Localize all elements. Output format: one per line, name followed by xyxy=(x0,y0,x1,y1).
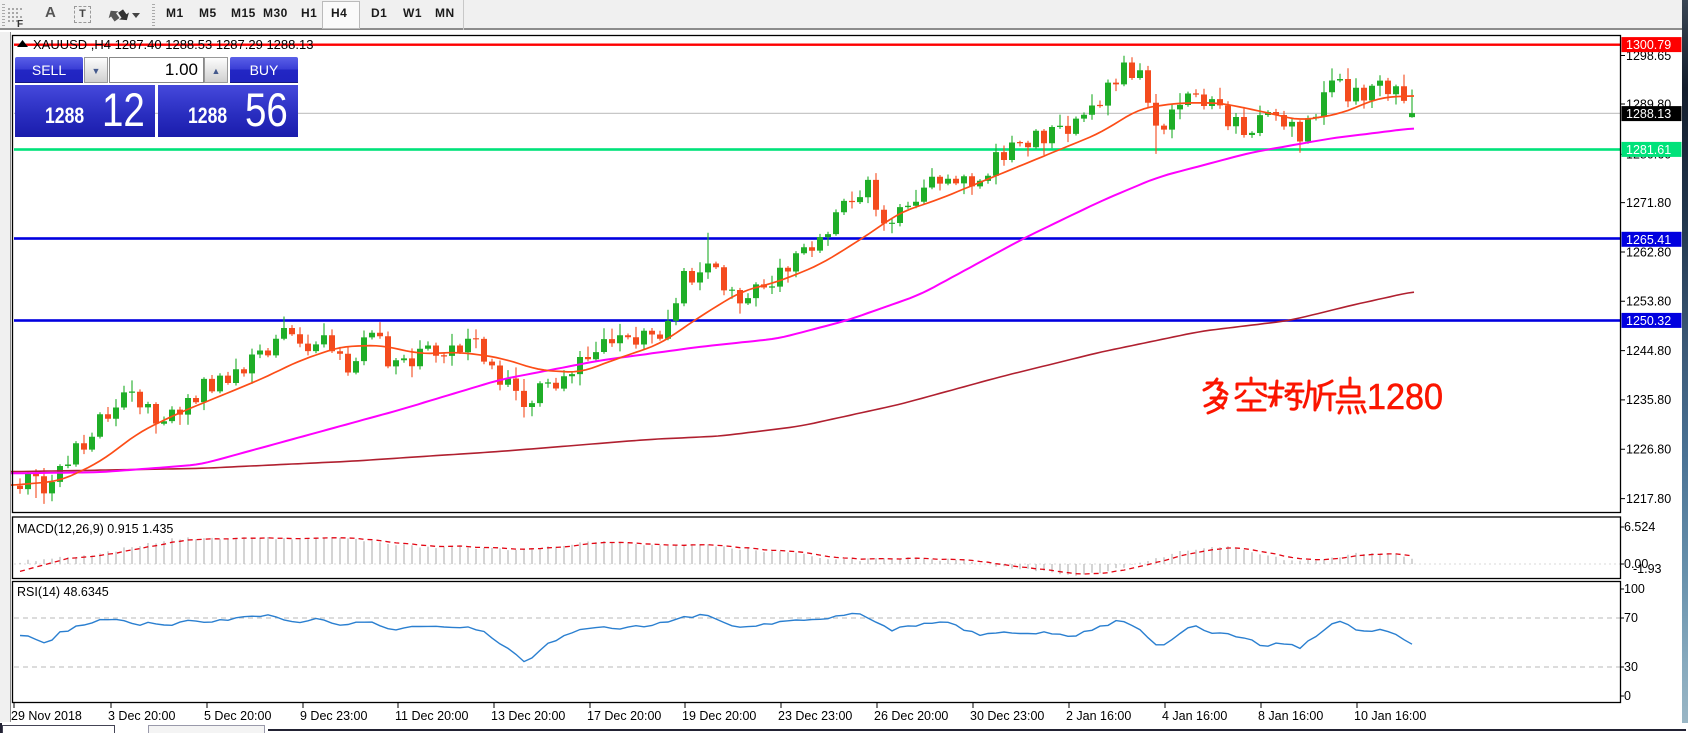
svg-text:13 Dec 20:00: 13 Dec 20:00 xyxy=(491,709,565,723)
svg-text:1280: 1280 xyxy=(1367,376,1443,417)
svg-text:1262.80: 1262.80 xyxy=(1626,245,1671,259)
svg-text:30 Dec 23:00: 30 Dec 23:00 xyxy=(970,709,1044,723)
svg-text:23 Dec 23:00: 23 Dec 23:00 xyxy=(778,709,852,723)
svg-text:19 Dec 20:00: 19 Dec 20:00 xyxy=(682,709,756,723)
svg-text:1300.79: 1300.79 xyxy=(1626,38,1671,52)
svg-text:RSI(14) 48.6345: RSI(14) 48.6345 xyxy=(17,585,109,599)
svg-text:1281.61: 1281.61 xyxy=(1626,143,1671,157)
svg-text:0.00: 0.00 xyxy=(1624,557,1648,571)
svg-text:29 Nov 2018: 29 Nov 2018 xyxy=(11,709,82,723)
svg-text:6.524: 6.524 xyxy=(1624,520,1655,534)
svg-text:70: 70 xyxy=(1624,611,1638,625)
svg-text:2 Jan 16:00: 2 Jan 16:00 xyxy=(1066,709,1131,723)
svg-text:30: 30 xyxy=(1624,660,1638,674)
svg-text:1217.80: 1217.80 xyxy=(1626,492,1671,506)
svg-text:1244.80: 1244.80 xyxy=(1626,344,1671,358)
svg-text:-1.93: -1.93 xyxy=(1633,562,1662,576)
svg-text:1298.65: 1298.65 xyxy=(1626,49,1671,63)
svg-text:0: 0 xyxy=(1624,689,1631,703)
svg-text:8 Jan 16:00: 8 Jan 16:00 xyxy=(1258,709,1323,723)
svg-text:1288.13: 1288.13 xyxy=(1626,107,1671,121)
svg-text:5 Dec 20:00: 5 Dec 20:00 xyxy=(204,709,271,723)
svg-text:F: F xyxy=(17,19,23,30)
svg-text:17 Dec 20:00: 17 Dec 20:00 xyxy=(587,709,661,723)
svg-text:XAUUSD ,H4 1287.40 1288.53 12: XAUUSD ,H4 1287.40 1288.53 1287.29 1288.… xyxy=(33,37,313,52)
svg-text:26 Dec 20:00: 26 Dec 20:00 xyxy=(874,709,948,723)
svg-text:1265.41: 1265.41 xyxy=(1626,233,1671,247)
svg-text:4 Jan 16:00: 4 Jan 16:00 xyxy=(1162,709,1227,723)
svg-text:100: 100 xyxy=(1624,582,1645,596)
svg-text:MACD(12,26,9) 0.915 1.435: MACD(12,26,9) 0.915 1.435 xyxy=(17,522,173,536)
svg-text:1271.80: 1271.80 xyxy=(1626,196,1671,210)
svg-text:10 Jan 16:00: 10 Jan 16:00 xyxy=(1354,709,1426,723)
svg-text:1235.80: 1235.80 xyxy=(1626,393,1671,407)
svg-text:1226.80: 1226.80 xyxy=(1626,443,1671,457)
svg-text:11 Dec 20:00: 11 Dec 20:00 xyxy=(395,709,468,723)
svg-text:9 Dec 23:00: 9 Dec 23:00 xyxy=(300,709,367,723)
svg-text:3 Dec 20:00: 3 Dec 20:00 xyxy=(108,709,175,723)
svg-text:1250.32: 1250.32 xyxy=(1626,314,1671,328)
svg-text:1253.80: 1253.80 xyxy=(1626,295,1671,309)
